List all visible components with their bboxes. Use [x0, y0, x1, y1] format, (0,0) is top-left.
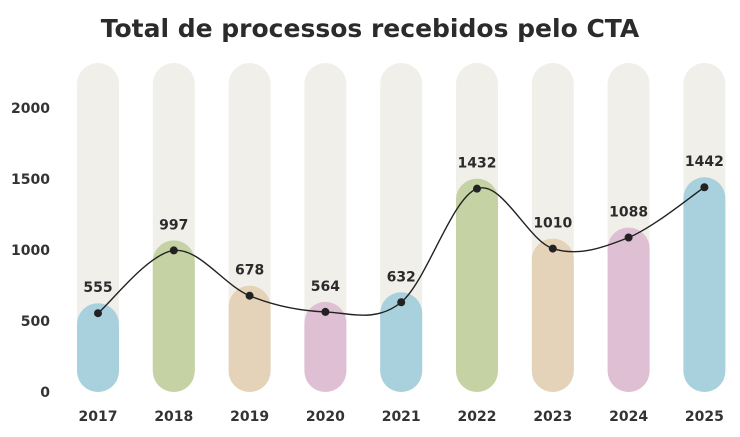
bar	[304, 301, 347, 392]
line-point	[700, 183, 709, 192]
x-tick-label: 2019	[230, 409, 269, 425]
line-point	[473, 184, 481, 193]
y-axis: 0 500 1000 1500 2000	[11, 101, 50, 401]
y-tick-label: 0	[40, 385, 50, 401]
data-label: 1432	[458, 156, 497, 172]
chart-title: Total de processos recebidos pelo CTA	[100, 14, 640, 43]
bar	[152, 240, 195, 392]
data-label: 1010	[533, 216, 572, 232]
bar	[456, 178, 498, 392]
data-label: 555	[83, 280, 112, 296]
data-labels: 555 997 678 564 632 1432 1010 1088 1442	[83, 154, 724, 296]
line-point	[245, 291, 254, 300]
line-markers	[94, 183, 709, 318]
x-tick-label: 2021	[382, 409, 421, 425]
x-tick-label: 2024	[609, 409, 648, 425]
data-label: 564	[311, 279, 340, 295]
line-point	[321, 307, 330, 316]
data-label: 632	[387, 269, 416, 285]
line-point	[397, 298, 406, 307]
data-label: 997	[159, 217, 188, 233]
data-label: 678	[235, 263, 264, 279]
x-tick-label: 2018	[154, 409, 193, 425]
x-tick-label: 2020	[306, 409, 345, 425]
line-point	[169, 246, 178, 255]
bar	[683, 177, 726, 392]
x-tick-label: 2017	[79, 409, 118, 425]
x-axis: 2017 2018 2019 2020 2021 2022 2023 2024 2025	[79, 409, 724, 425]
line-point	[94, 309, 102, 318]
bar	[228, 285, 271, 392]
data-label: 1088	[609, 205, 648, 221]
bar	[607, 227, 650, 392]
x-tick-label: 2023	[533, 409, 572, 425]
y-tick-label: 2000	[11, 101, 50, 117]
bar	[380, 292, 423, 392]
x-tick-label: 2022	[458, 409, 497, 425]
data-label: 1442	[685, 154, 724, 170]
line-point	[548, 244, 557, 253]
trend-line	[97, 186, 705, 316]
line-point	[624, 233, 633, 242]
bar	[77, 303, 119, 392]
y-tick-label: 1000	[11, 243, 50, 259]
bars-group	[77, 177, 726, 392]
y-tick-label: 500	[21, 314, 50, 330]
y-tick-label: 1500	[11, 172, 50, 188]
x-tick-label: 2025	[685, 409, 724, 425]
bar	[531, 238, 574, 392]
